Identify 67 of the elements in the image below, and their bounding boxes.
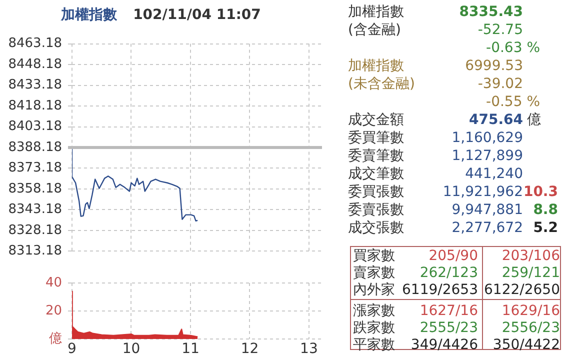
text: -39.02	[478, 76, 523, 92]
text: 262/123	[420, 265, 478, 281]
text: 441,240	[465, 166, 523, 182]
text: 跌家數	[353, 320, 395, 336]
text: 10.3	[523, 184, 558, 200]
text: 5.2	[533, 220, 558, 236]
x-tick-label: 13	[300, 341, 318, 358]
y-tick-label: 8418.18	[8, 98, 62, 114]
text: (未含金融)	[348, 76, 415, 92]
y-tick-label: 20	[45, 303, 62, 318]
chart-subtitle: 102/11/04 11:07	[133, 7, 261, 23]
text: 內外家	[353, 282, 395, 298]
chart-title: 加權指數	[61, 7, 118, 23]
text: 6122/2650	[484, 282, 560, 298]
text: -0.55 %	[486, 94, 540, 110]
text: 349/4426	[410, 337, 478, 353]
text: 475.64	[468, 112, 523, 128]
y-tick-label: 億	[49, 331, 62, 346]
x-tick-label: 10	[122, 341, 140, 358]
text: 委買張數	[348, 184, 404, 200]
text: 1629/16	[502, 303, 560, 319]
text: -52.75	[478, 22, 523, 38]
y-tick-label: 8433.18	[8, 78, 62, 93]
text: 203/106	[502, 248, 560, 264]
text: 成交金額	[348, 112, 404, 128]
text: 2556/23	[502, 320, 560, 336]
y-tick-label: 8343.18	[8, 202, 62, 218]
text: 1,127,899	[452, 148, 523, 164]
text: 漲家數	[353, 303, 395, 319]
text: 1,160,629	[452, 130, 523, 146]
text: 9,947,881	[452, 202, 523, 218]
text: 平家數	[353, 337, 395, 353]
text: 委賣張數	[348, 202, 404, 218]
text: 6999.53	[465, 58, 523, 74]
text: 委賣筆數	[348, 148, 404, 164]
text: 成交張數	[348, 220, 404, 236]
text: 成交筆數	[348, 166, 404, 182]
x-tick-label: 12	[240, 341, 259, 358]
text: 8.8	[533, 202, 558, 218]
text: -0.63 %	[486, 40, 540, 56]
y-tick-label: 8328.18	[8, 222, 62, 238]
y-tick-label: 8403.18	[8, 119, 62, 134]
text: 加權指數	[348, 58, 404, 74]
text: 8335.43	[459, 4, 523, 20]
y-tick-label: 8373.18	[8, 160, 62, 176]
text: (含金融)	[348, 22, 401, 38]
text: 加權指數	[348, 4, 404, 20]
text: 6119/2653	[402, 282, 478, 298]
text: 205/90	[428, 248, 478, 264]
x-tick-label: 9	[68, 341, 76, 358]
y-tick-label: 8463.18	[8, 36, 62, 52]
text: 賣家數	[353, 265, 395, 281]
text: 2555/23	[420, 320, 478, 336]
text: 1627/16	[420, 303, 478, 319]
text: 億	[527, 112, 541, 128]
y-tick-label: 8313.18	[8, 244, 62, 259]
y-tick-label: 40	[45, 275, 62, 290]
text: 委買筆數	[348, 130, 404, 146]
text: 259/121	[502, 265, 560, 281]
x-tick-label: 11	[182, 341, 200, 358]
text: 買家數	[353, 248, 395, 264]
text: 350/4422	[492, 337, 560, 353]
y-tick-label: 8388.18	[8, 140, 62, 155]
text: 11,921,962	[442, 184, 523, 200]
text: 2,277,672	[452, 220, 523, 236]
y-tick-label: 8358.18	[8, 181, 62, 196]
y-tick-label: 8448.18	[8, 56, 62, 72]
